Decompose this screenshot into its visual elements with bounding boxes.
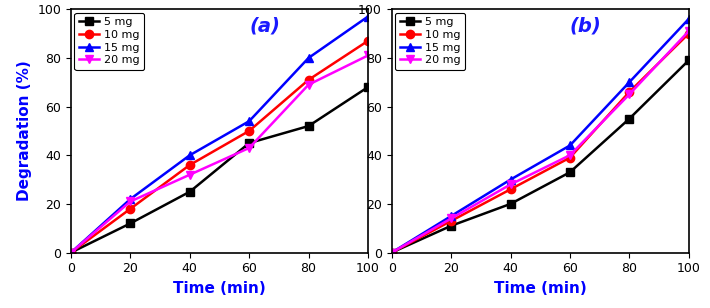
Line: 10 mg: 10 mg bbox=[67, 37, 372, 257]
10 mg bbox=[245, 129, 253, 133]
20 mg bbox=[684, 29, 693, 33]
Line: 20 mg: 20 mg bbox=[67, 51, 372, 257]
5 mg bbox=[245, 141, 253, 145]
15 mg bbox=[67, 251, 75, 254]
5 mg bbox=[67, 251, 75, 254]
Text: (a): (a) bbox=[249, 17, 280, 35]
20 mg bbox=[388, 251, 396, 254]
5 mg bbox=[625, 117, 633, 121]
Line: 15 mg: 15 mg bbox=[388, 15, 693, 257]
10 mg bbox=[447, 219, 455, 223]
5 mg bbox=[506, 202, 515, 206]
20 mg bbox=[447, 217, 455, 220]
Line: 20 mg: 20 mg bbox=[388, 27, 693, 257]
5 mg bbox=[684, 59, 693, 62]
15 mg bbox=[305, 56, 313, 60]
5 mg bbox=[447, 224, 455, 228]
10 mg bbox=[566, 156, 574, 160]
10 mg bbox=[67, 251, 75, 254]
20 mg bbox=[67, 251, 75, 254]
20 mg bbox=[625, 93, 633, 96]
20 mg bbox=[245, 146, 253, 150]
15 mg bbox=[185, 153, 194, 157]
5 mg bbox=[185, 190, 194, 194]
15 mg bbox=[447, 214, 455, 218]
15 mg bbox=[506, 178, 515, 181]
10 mg bbox=[364, 39, 372, 43]
10 mg bbox=[506, 188, 515, 191]
5 mg bbox=[388, 251, 396, 254]
15 mg bbox=[684, 17, 693, 21]
10 mg bbox=[305, 78, 313, 82]
15 mg bbox=[364, 15, 372, 18]
15 mg bbox=[388, 251, 396, 254]
5 mg bbox=[364, 85, 372, 89]
10 mg bbox=[684, 32, 693, 35]
Legend: 5 mg, 10 mg, 15 mg, 20 mg: 5 mg, 10 mg, 15 mg, 20 mg bbox=[395, 13, 465, 70]
10 mg bbox=[185, 163, 194, 167]
5 mg bbox=[126, 221, 135, 225]
20 mg bbox=[566, 153, 574, 157]
Line: 5 mg: 5 mg bbox=[67, 83, 372, 257]
Line: 15 mg: 15 mg bbox=[67, 12, 372, 257]
5 mg bbox=[566, 170, 574, 174]
10 mg bbox=[126, 207, 135, 211]
10 mg bbox=[388, 251, 396, 254]
15 mg bbox=[566, 144, 574, 147]
Text: (b): (b) bbox=[570, 17, 601, 35]
Line: 5 mg: 5 mg bbox=[388, 56, 693, 257]
X-axis label: Time (min): Time (min) bbox=[494, 281, 586, 296]
15 mg bbox=[126, 197, 135, 201]
X-axis label: Time (min): Time (min) bbox=[173, 281, 266, 296]
10 mg bbox=[625, 90, 633, 94]
15 mg bbox=[625, 80, 633, 84]
15 mg bbox=[245, 119, 253, 123]
20 mg bbox=[126, 200, 135, 203]
20 mg bbox=[506, 183, 515, 186]
20 mg bbox=[185, 173, 194, 176]
Line: 10 mg: 10 mg bbox=[388, 29, 693, 257]
20 mg bbox=[305, 83, 313, 87]
5 mg bbox=[305, 124, 313, 128]
Y-axis label: Degradation (%): Degradation (%) bbox=[17, 61, 32, 201]
Legend: 5 mg, 10 mg, 15 mg, 20 mg: 5 mg, 10 mg, 15 mg, 20 mg bbox=[75, 13, 144, 70]
20 mg bbox=[364, 54, 372, 57]
